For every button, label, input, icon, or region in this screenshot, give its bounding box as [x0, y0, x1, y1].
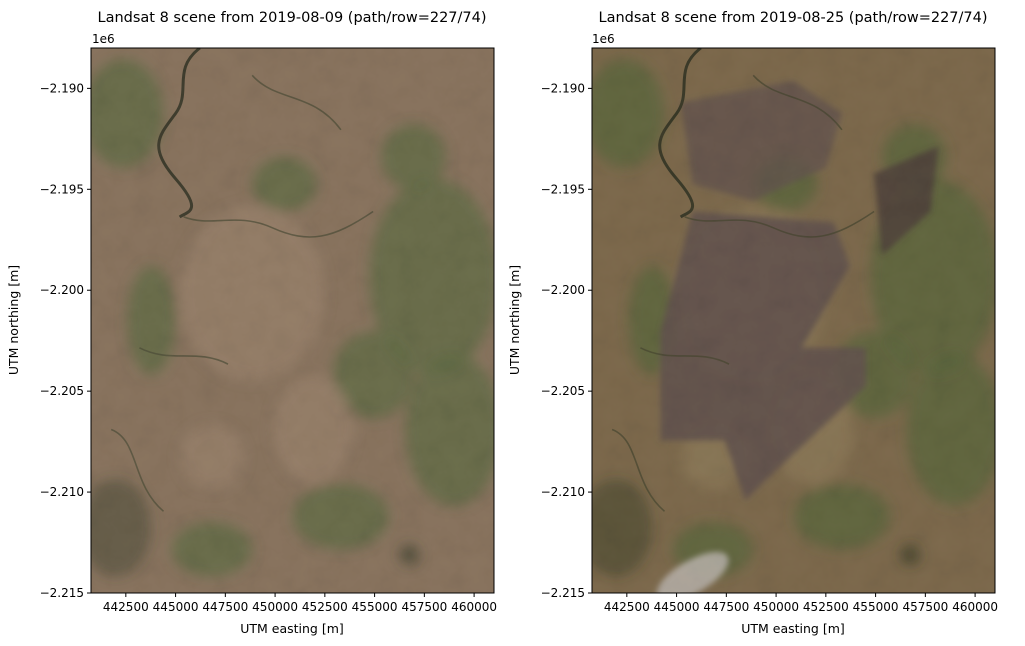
y-tick-label: −2.200 — [541, 283, 585, 297]
x-tick-label: 447500 — [202, 600, 248, 614]
panel-1-satellite-image — [91, 48, 494, 593]
x-tick-label: 442500 — [103, 600, 149, 614]
x-tick-label: 460000 — [451, 600, 497, 614]
y-tick-label: −2.205 — [40, 384, 84, 398]
x-tick-label: 442500 — [604, 600, 650, 614]
x-tick-label: 447500 — [703, 600, 749, 614]
y-tick-label: −2.195 — [541, 182, 585, 196]
y-tick-label: −2.210 — [40, 485, 84, 499]
x-tick-label: 450000 — [252, 600, 298, 614]
x-tick-label: 452500 — [302, 600, 348, 614]
y-tick-label: −2.210 — [541, 485, 585, 499]
panel-2-y-label: UTM northing [m] — [507, 265, 522, 375]
y-tick-label: −2.215 — [541, 586, 585, 600]
x-tick-label: 455000 — [853, 600, 899, 614]
y-tick-label: −2.195 — [40, 182, 84, 196]
panel-2-title: Landsat 8 scene from 2019-08-25 (path/ro… — [598, 10, 987, 26]
panel-1-x-label: UTM easting [m] — [240, 621, 344, 636]
x-tick-label: 457500 — [902, 600, 948, 614]
y-tick-label: −2.205 — [541, 384, 585, 398]
panel-1-y-offset: 1e6 — [92, 32, 115, 46]
panel-1-title: Landsat 8 scene from 2019-08-09 (path/ro… — [97, 10, 486, 26]
y-tick-label: −2.215 — [40, 586, 84, 600]
y-tick-label: −2.190 — [40, 81, 84, 95]
panel-2-frame — [591, 47, 996, 594]
x-tick-label: 460000 — [952, 600, 998, 614]
y-tick-label: −2.200 — [40, 283, 84, 297]
image-texture — [592, 48, 995, 593]
panel-2: Landsat 8 scene from 2019-08-25 (path/ro… — [507, 10, 998, 636]
panel-2-y-offset: 1e6 — [592, 32, 615, 46]
x-tick-label: 445000 — [654, 600, 700, 614]
x-tick-label: 452500 — [803, 600, 849, 614]
panel-1: Landsat 8 scene from 2019-08-09 (path/ro… — [6, 10, 497, 636]
x-tick-label: 450000 — [753, 600, 799, 614]
panel-2-x-label: UTM easting [m] — [741, 621, 845, 636]
panel-1-y-label: UTM northing [m] — [6, 265, 21, 375]
image-texture — [91, 48, 494, 593]
x-tick-label: 455000 — [352, 600, 398, 614]
y-tick-label: −2.190 — [541, 81, 585, 95]
x-tick-label: 457500 — [401, 600, 447, 614]
panel-2-satellite-image — [592, 48, 995, 593]
panel-1-frame — [90, 47, 495, 594]
x-tick-label: 445000 — [153, 600, 199, 614]
